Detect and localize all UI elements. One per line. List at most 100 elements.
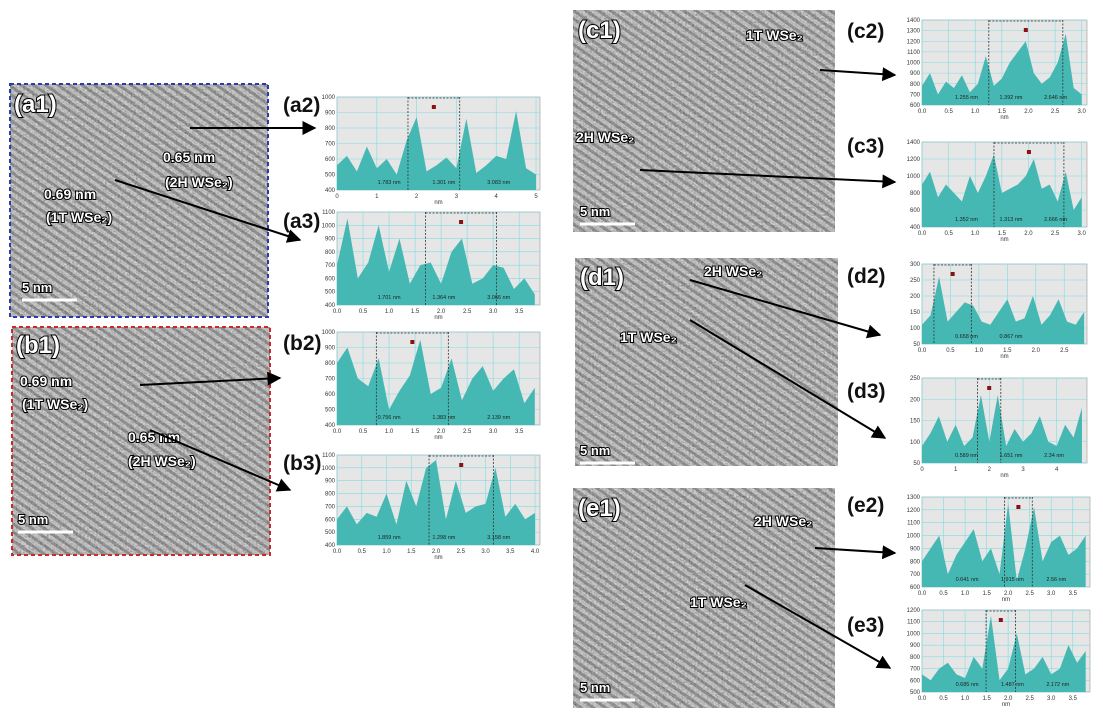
x-tick-label: 0.0 <box>918 696 927 702</box>
measurement-label: 1.298 nm <box>432 535 455 541</box>
image-annotation: 1T WSe₂ <box>746 27 803 43</box>
x-tick-label: 0 <box>920 467 924 473</box>
profile-area <box>922 276 1085 344</box>
arrow <box>689 319 887 439</box>
image-annotation: 0.69 nm <box>20 373 72 389</box>
y-tick-label: 600 <box>325 392 336 398</box>
lattice-fringes <box>12 327 270 555</box>
y-tick-label: 250 <box>910 278 921 284</box>
y-tick-label: 400 <box>910 225 921 231</box>
profile-plot: (e3) 500 600 700 800 900 1000 1100 1200 0.0 0.5 1.0… <box>847 608 1091 708</box>
image-annotation: 0.69 nm <box>44 186 96 202</box>
measurement-label: 1.783 nm <box>378 180 401 186</box>
y-tick-label: 900 <box>325 237 336 243</box>
y-tick-label: 700 <box>325 263 336 269</box>
y-tick-label: 1000 <box>322 223 336 229</box>
x-tick-label: 3.0 <box>1047 696 1056 702</box>
x-tick-label: 1.0 <box>971 231 980 237</box>
measurement-label: 1.859 nm <box>378 535 401 541</box>
y-tick-label: 300 <box>910 262 921 268</box>
x-tick-label: 0.5 <box>358 549 367 555</box>
measurement-label: 3.158 nm <box>487 535 510 541</box>
x-tick-label: 2.5 <box>1051 109 1060 115</box>
x-tick-label: 3.0 <box>489 309 498 315</box>
profile-plot: (e2) 600 700 800 900 1000 1100 1200 1300 0.0 0.5 1.… <box>847 494 1091 603</box>
y-tick-label: 700 <box>910 92 921 98</box>
cursor-marker <box>459 220 464 224</box>
y-tick-label: 700 <box>325 504 336 510</box>
x-tick-label: 5 <box>534 194 538 200</box>
image-annotation: (2H WSe₂) <box>165 174 233 190</box>
arrow <box>689 279 882 339</box>
y-tick-label: 1000 <box>322 330 336 336</box>
profile-area <box>922 154 1082 227</box>
plot-label: (a2) <box>283 94 320 117</box>
y-tick-label: 800 <box>910 655 921 661</box>
y-tick-label: 1300 <box>907 495 921 501</box>
cursor-marker <box>950 272 955 276</box>
x-tick-label: 0.5 <box>939 696 948 702</box>
image-annotation: 2H WSe₂ <box>754 513 812 529</box>
arrow <box>819 67 897 82</box>
image-annotation: 2H WSe₂ <box>704 263 762 279</box>
x-tick-label: 1.0 <box>961 591 970 597</box>
x-tick-label: 0.5 <box>359 309 368 315</box>
y-tick-label: 500 <box>910 690 921 696</box>
scale-bar-label: 5 nm <box>580 680 610 695</box>
x-tick-label: 1.5 <box>411 429 420 435</box>
plot-label: (d3) <box>847 380 886 403</box>
scale-bar-label: 5 nm <box>580 443 610 458</box>
y-tick-label: 100 <box>910 326 921 332</box>
x-axis-label: nm <box>1000 473 1008 479</box>
measurement-label: 0.685 nm <box>956 682 979 688</box>
x-tick-label: 2.0 <box>1004 591 1013 597</box>
measurement-label: 1.301 nm <box>432 180 455 186</box>
measurement-label: 1.487 nm <box>1001 682 1024 688</box>
measurement-label: 0.641 nm <box>956 577 979 583</box>
measurement-label: 1.701 nm <box>378 295 401 301</box>
profile-plot: (c3) 400 600 800 1000 1200 1400 0.0 0.5 1.0 1.5 2.0… <box>847 135 1088 243</box>
x-tick-label: 1.5 <box>998 109 1007 115</box>
x-axis-label: nm <box>434 200 442 206</box>
x-tick-label: 2.0 <box>432 549 441 555</box>
measurement-label: 0.867 nm <box>1000 334 1023 340</box>
y-tick-label: 1200 <box>907 608 921 614</box>
y-tick-label: 1000 <box>907 61 921 67</box>
panel-border <box>9 83 269 318</box>
x-tick-label: 3 <box>1021 467 1025 473</box>
x-tick-label: 3.0 <box>489 429 498 435</box>
measurement-label: 1.383 nm <box>432 415 455 421</box>
x-tick-label: 2.0 <box>437 309 446 315</box>
measurement-label: 3.083 nm <box>487 180 510 186</box>
measurement-label: 0.756 nm <box>378 415 401 421</box>
arrow <box>114 179 302 243</box>
x-tick-label: 0.0 <box>918 591 927 597</box>
x-tick-label: 0.0 <box>333 309 342 315</box>
y-tick-label: 500 <box>325 408 336 414</box>
y-tick-label: 800 <box>325 126 336 132</box>
y-tick-label: 400 <box>325 303 336 309</box>
y-tick-label: 1100 <box>322 453 336 459</box>
y-tick-label: 800 <box>325 361 336 367</box>
measurement-label: 1.364 nm <box>432 295 455 301</box>
cursor-marker <box>1016 505 1021 509</box>
image-annotation: 2H WSe₂ <box>576 129 634 145</box>
x-tick-label: 3.0 <box>1078 109 1087 115</box>
cursor-marker <box>998 618 1003 622</box>
x-tick-label: 3.0 <box>1078 231 1087 237</box>
measurement-label: 1.915 nm <box>1001 577 1024 583</box>
x-tick-label: 0.0 <box>918 109 927 115</box>
cursor-marker <box>1026 150 1031 154</box>
panel-label: (b1) <box>16 332 60 359</box>
x-tick-label: 1.5 <box>998 231 1007 237</box>
panel-label: (c1) <box>578 17 621 44</box>
x-axis-label: nm <box>1000 237 1008 243</box>
x-tick-label: 0.5 <box>944 231 953 237</box>
x-axis-label: nm <box>1000 115 1008 121</box>
profile-area <box>922 395 1082 463</box>
arrows <box>114 67 897 669</box>
x-tick-label: 1.0 <box>961 696 970 702</box>
y-tick-label: 700 <box>325 377 336 383</box>
x-tick-label: 0.0 <box>333 429 342 435</box>
